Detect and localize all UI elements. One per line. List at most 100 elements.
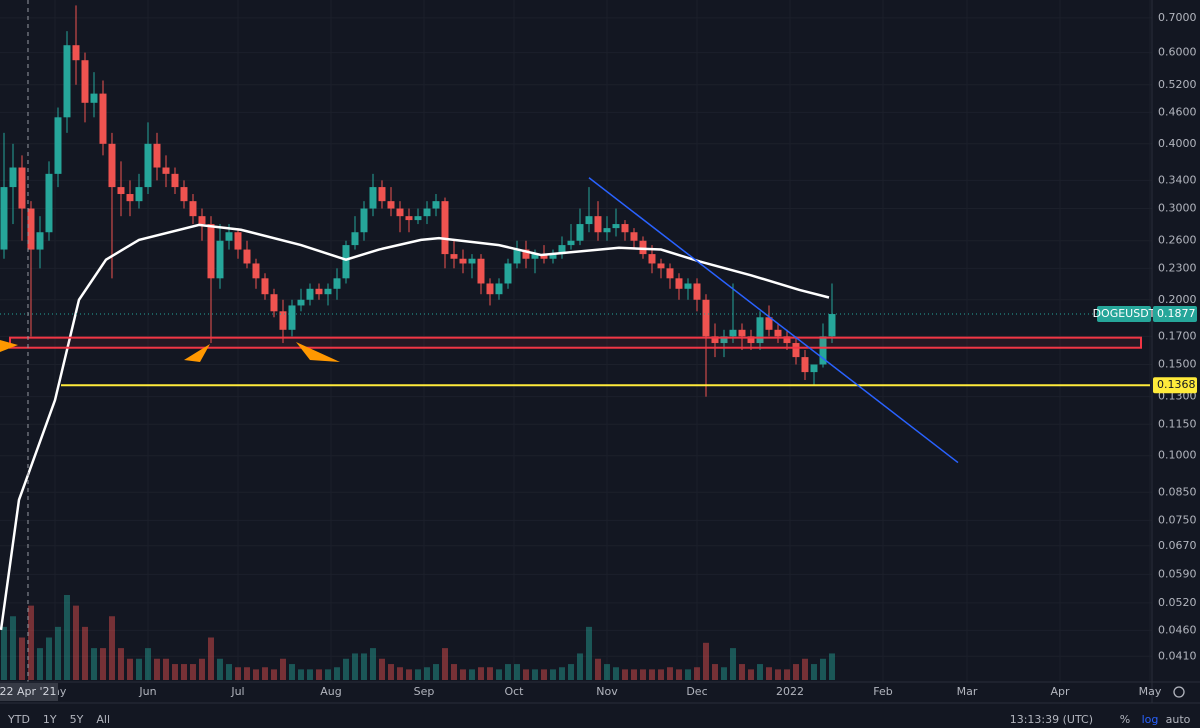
symbol-badge [1097,306,1151,323]
volume-bar [243,667,250,680]
candle-body [135,187,143,202]
candle-body [801,357,809,373]
x-tick-label: 2022 [776,685,804,698]
volume-bar [702,642,709,680]
volume-bar [648,669,655,680]
scale-option[interactable]: auto [1166,713,1191,726]
candle-body [747,336,755,344]
candle-body [828,314,836,337]
candle-body [126,194,134,202]
candle-body [36,232,44,250]
candle-body [630,232,638,241]
y-tick-label: 0.2300 [1158,261,1197,274]
volume-bar [144,648,151,680]
candle-body [189,201,197,217]
candle-body [153,143,161,168]
volume-bar [297,669,304,680]
candle-body [243,249,251,264]
candle-body [756,317,764,344]
volume-bar [747,669,754,680]
candle-body [369,187,377,209]
candle-body [144,143,152,188]
volume-bar [18,637,25,680]
volume-bar [315,669,322,680]
candle-body [603,228,611,233]
volume-bar [423,667,430,680]
y-tick-label: 0.3000 [1158,202,1197,215]
volume-bar [738,664,745,680]
volume-bar [171,664,178,680]
volume-bar [99,648,106,680]
volume-bar [666,667,673,680]
level-badge [1153,377,1197,394]
volume-bar [810,664,817,680]
volume-bar [513,664,520,680]
volume-bar [117,648,124,680]
volume-bar [711,664,718,680]
volume-bar [585,626,592,680]
x-tick-label: May [1139,685,1162,698]
y-tick-label: 0.1700 [1158,329,1197,342]
volume-bar [459,669,466,680]
candle-body [540,254,548,259]
volume-bar [396,667,403,680]
volume-bar [342,658,349,680]
y-tick-label: 0.0850 [1158,485,1197,498]
volume-bar [468,669,475,680]
volume-bar [90,648,97,680]
y-tick-label: 0.2000 [1158,293,1197,306]
x-tick-label: Apr [1050,685,1070,698]
volume-bar [558,667,565,680]
volume-bar [531,669,538,680]
candle-body [765,317,773,330]
volume-bar [477,667,484,680]
volume-bar [252,669,259,680]
y-tick-label: 0.6000 [1158,46,1197,59]
volume-bar [783,669,790,680]
y-tick-label: 0.4000 [1158,137,1197,150]
candle-body [819,336,827,365]
volume-bar [522,669,529,680]
candle-body [297,299,305,306]
volume-bar [108,616,115,680]
candle-body [567,240,575,246]
range-button[interactable]: 5Y [70,713,84,726]
volume-bar [693,667,700,680]
candle-body [333,278,341,289]
volume-bar [828,653,835,680]
crosshair-badge [0,683,58,701]
volume-bar [540,669,547,680]
candle-body [279,311,287,330]
crosshair-label: 22 Apr '21 [0,685,57,698]
candle-body [207,224,215,279]
candle-body [405,216,413,221]
scale-option[interactable]: log [1142,713,1159,726]
symbol-label: DOGEUSDT [1093,307,1156,320]
x-tick-label: Oct [504,685,524,698]
candle-body [711,336,719,344]
volume-bar [549,669,556,680]
candle-body [261,278,269,295]
candle-body [9,167,17,188]
volume-bar [576,653,583,680]
volume-bar [387,664,394,680]
candle-body [27,208,35,250]
range-button[interactable]: All [96,713,110,726]
candle-body [360,208,368,233]
candle-body [234,232,242,250]
volume-bar [486,667,493,680]
settings-icon[interactable] [1173,686,1185,698]
volume-bar [333,667,340,680]
price-badge [1153,306,1197,323]
y-tick-label: 0.2600 [1158,234,1197,247]
range-button[interactable]: YTD [7,713,30,726]
volume-bar [792,664,799,680]
scale-option[interactable]: % [1120,713,1130,726]
candle-body [810,364,818,373]
candle-body [549,254,557,259]
range-button[interactable]: 1Y [43,713,57,726]
volume-bar [324,669,331,680]
y-tick-label: 0.1150 [1158,417,1197,430]
candle-body [504,263,512,284]
candle-body [162,167,170,174]
